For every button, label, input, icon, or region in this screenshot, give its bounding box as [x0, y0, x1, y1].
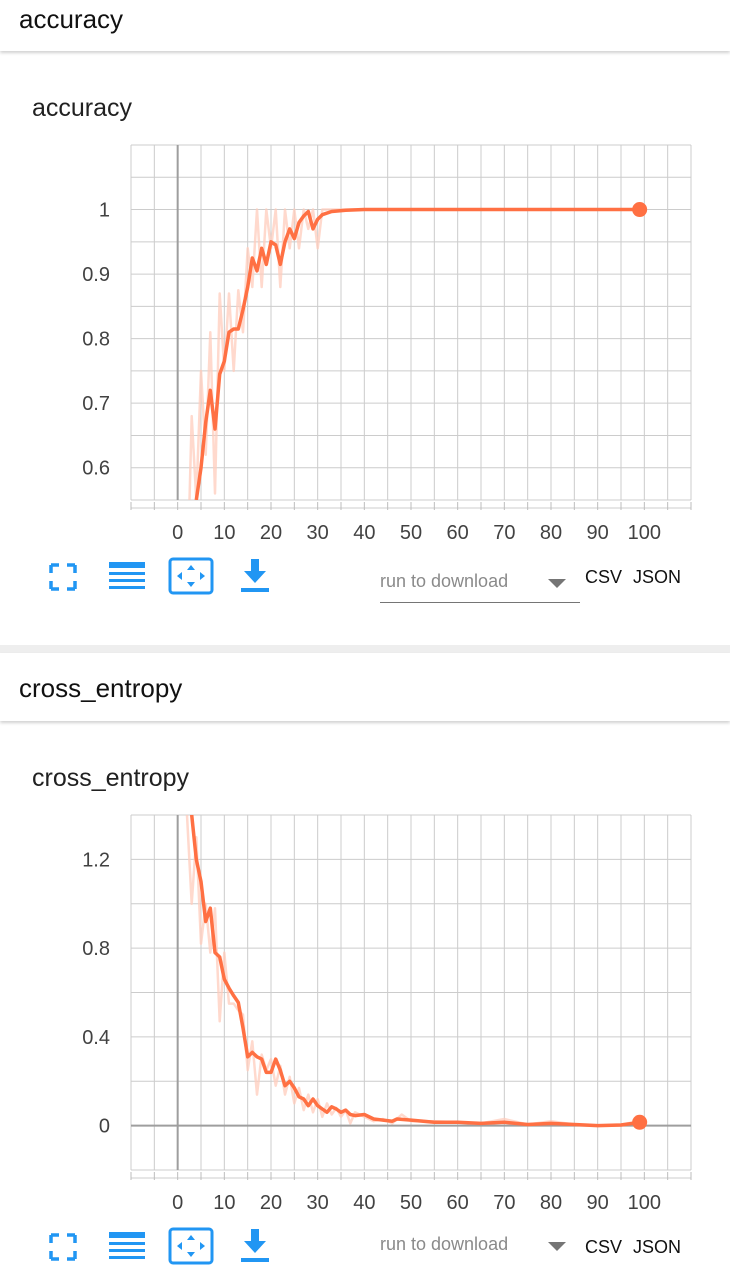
fullscreen-button[interactable]: [40, 557, 86, 597]
toggle-y-log-button[interactable]: [104, 1227, 150, 1267]
card-title: cross_entropy: [32, 764, 190, 792]
fit-domain-icon: [168, 557, 214, 595]
cross-entropy-chart[interactable]: 0 10 20 30 40 50 60 70 80 90 100 0 0.4 0.8 1.2: [0, 810, 730, 1220]
x-tick-label: 30: [307, 522, 329, 544]
x-tick-label: 20: [260, 522, 282, 544]
x-tick-label: 50: [400, 522, 422, 544]
fullscreen-button[interactable]: [40, 1227, 86, 1267]
last-point-marker: [632, 1114, 648, 1130]
last-point-marker: [632, 202, 648, 218]
json-link[interactable]: JSON: [633, 567, 682, 587]
download-button[interactable]: [232, 557, 278, 597]
y-tick-label: 0.8: [82, 938, 110, 960]
x-tick-label: 10: [213, 522, 235, 544]
x-tick-label: 80: [540, 1192, 562, 1214]
fullscreen-icon: [49, 563, 77, 591]
data-series-icon: [109, 562, 145, 589]
x-tick-label: 70: [493, 1192, 515, 1214]
csv-link[interactable]: CSV: [585, 567, 623, 587]
x-tick-label: 90: [587, 522, 609, 544]
x-tick-label: 60: [447, 522, 469, 544]
x-tick-label: 20: [260, 1192, 282, 1214]
download-icon: [241, 1229, 269, 1262]
section-header-accuracy[interactable]: accuracy: [0, 0, 730, 51]
x-tick-label: 90: [587, 1192, 609, 1214]
x-tick-label: 50: [400, 1192, 422, 1214]
toggle-y-log-button[interactable]: [104, 557, 150, 597]
json-link[interactable]: JSON: [633, 1237, 682, 1257]
x-tick-label: 40: [353, 1192, 375, 1214]
section-divider: [0, 645, 730, 653]
smoothed-series-line: [189, 815, 640, 1128]
fit-domain-button[interactable]: [168, 557, 214, 597]
y-tick-label: 1: [99, 200, 110, 222]
x-tick-label: 100: [628, 522, 661, 544]
dropdown-caret-icon: [548, 1242, 566, 1251]
y-tick-label: 0.9: [82, 264, 110, 286]
x-tick-label: 40: [353, 522, 375, 544]
y-tick-label: 0.7: [82, 393, 110, 415]
y-tick-label: 0: [99, 1116, 110, 1138]
run-to-download-select[interactable]: run to download: [380, 1228, 580, 1266]
section-name: accuracy: [19, 4, 124, 34]
csv-link[interactable]: CSV: [585, 1237, 623, 1257]
y-tick-label: 0.8: [82, 329, 110, 351]
run-to-download-select[interactable]: run to download: [380, 565, 580, 603]
x-tick-label: 0: [172, 522, 183, 544]
fullscreen-icon: [49, 1233, 77, 1261]
select-underline: [380, 602, 580, 603]
fit-domain-icon: [168, 1227, 214, 1265]
x-tick-label: 10: [213, 1192, 235, 1214]
section-header-cross-entropy[interactable]: cross_entropy: [0, 653, 730, 721]
x-tick-label: 80: [540, 522, 562, 544]
x-tick-label: 30: [307, 1192, 329, 1214]
x-tick-label: 100: [628, 1192, 661, 1214]
x-tick-label: 70: [493, 522, 515, 544]
section-name: cross_entropy: [19, 673, 183, 703]
download-button[interactable]: [232, 1227, 278, 1267]
y-tick-label: 0.6: [82, 458, 110, 480]
fit-domain-button[interactable]: [168, 1227, 214, 1267]
card-title: accuracy: [32, 94, 133, 122]
dropdown-caret-icon: [548, 579, 566, 588]
raw-series-line: [188, 208, 640, 500]
data-series-icon: [109, 1232, 145, 1259]
y-tick-label: 0.4: [82, 1027, 110, 1049]
y-tick-label: 1.2: [82, 849, 110, 871]
run-to-download-placeholder: run to download: [380, 1234, 509, 1254]
smoothed-series-line: [194, 207, 640, 500]
download-icon: [241, 559, 269, 592]
x-tick-label: 0: [172, 1192, 183, 1214]
x-tick-label: 60: [447, 1192, 469, 1214]
run-to-download-placeholder: run to download: [380, 571, 509, 591]
accuracy-chart[interactable]: 0 10 20 30 40 50 60 70 80 90 100 0.6 0.7 0.8 0.9 1: [0, 140, 730, 545]
raw-series-line: [185, 815, 640, 1127]
